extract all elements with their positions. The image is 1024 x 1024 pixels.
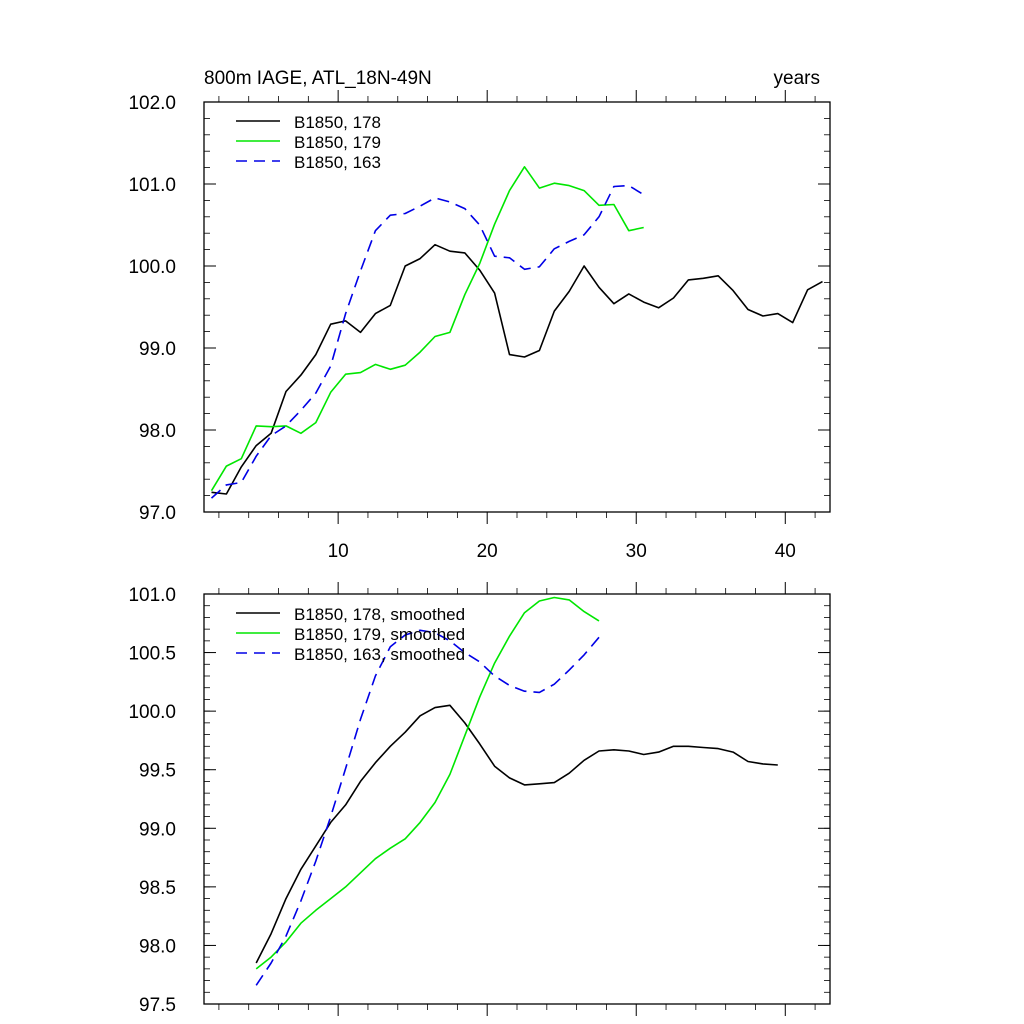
x-tick-label: 10 bbox=[328, 541, 349, 562]
x-tick-label: 30 bbox=[626, 541, 647, 562]
y-tick-label: 99.0 bbox=[139, 819, 176, 840]
top-panel-title-left: 800m IAGE, ATL_18N-49N bbox=[204, 68, 432, 89]
legend-label-163-smoothed: B1850, 163, smoothed bbox=[294, 645, 465, 664]
y-tick-label: 101.0 bbox=[128, 585, 176, 606]
series-line-b1850-179 bbox=[210, 166, 644, 492]
x-tick-label: 20 bbox=[477, 541, 498, 562]
bottom-panel-series bbox=[255, 596, 778, 986]
y-tick-label: 98.5 bbox=[139, 878, 176, 899]
legend-label-178: B1850, 178 bbox=[294, 113, 381, 132]
y-tick-label: 97.0 bbox=[139, 503, 176, 524]
bottom-panel-ticks: 97.5 98.0 98.5 99.0 99.5 100.0 100.5 101.0 bbox=[128, 582, 830, 1016]
top-panel-ticks: 97.0 98.0 99.0 100.0 101.0 102.0 10 20 30 40 bbox=[128, 90, 830, 562]
bottom-panel: 97.5 98.0 98.5 99.0 99.5 100.0 100.5 101.0 B185… bbox=[128, 582, 831, 1016]
legend-label-163: B1850, 163 bbox=[294, 153, 381, 172]
y-tick-label: 100.0 bbox=[128, 702, 176, 723]
y-tick-label: 102.0 bbox=[128, 93, 176, 114]
bottom-panel-legend: B1850, 178, smoothed B1850, 179, smoothe… bbox=[236, 605, 465, 664]
bottom-panel-frame bbox=[203, 593, 831, 1005]
legend-label-179-smoothed: B1850, 179, smoothed bbox=[294, 625, 465, 644]
top-panel-frame bbox=[203, 101, 831, 513]
y-tick-label: 97.5 bbox=[139, 995, 176, 1016]
series-line-b1850-163 bbox=[210, 184, 645, 499]
series-line-b1850-179-smoothed bbox=[255, 596, 600, 970]
y-tick-label: 98.0 bbox=[139, 421, 176, 442]
top-panel: 800m IAGE, ATL_18N-49N years 97.0 98.0 99.… bbox=[128, 68, 831, 562]
legend-label-179: B1850, 179 bbox=[294, 133, 381, 152]
y-tick-label: 99.0 bbox=[139, 339, 176, 360]
top-panel-title-right: years bbox=[774, 68, 820, 89]
series-line-b1850-178 bbox=[211, 243, 823, 495]
y-tick-label: 101.0 bbox=[128, 175, 176, 196]
top-panel-legend: B1850, 178 B1850, 179 B1850, 163 bbox=[236, 113, 381, 172]
x-tick-label: 40 bbox=[775, 541, 796, 562]
legend-label-178-smoothed: B1850, 178, smoothed bbox=[294, 605, 465, 624]
y-tick-label: 100.5 bbox=[128, 644, 176, 665]
top-panel-series bbox=[210, 166, 823, 499]
y-tick-label: 98.0 bbox=[139, 936, 176, 957]
series-line-b1850-163-smoothed bbox=[255, 629, 600, 986]
y-tick-label: 100.0 bbox=[128, 257, 176, 278]
y-tick-label: 99.5 bbox=[139, 761, 176, 782]
series-line-b1850-178-smoothed bbox=[255, 704, 778, 964]
